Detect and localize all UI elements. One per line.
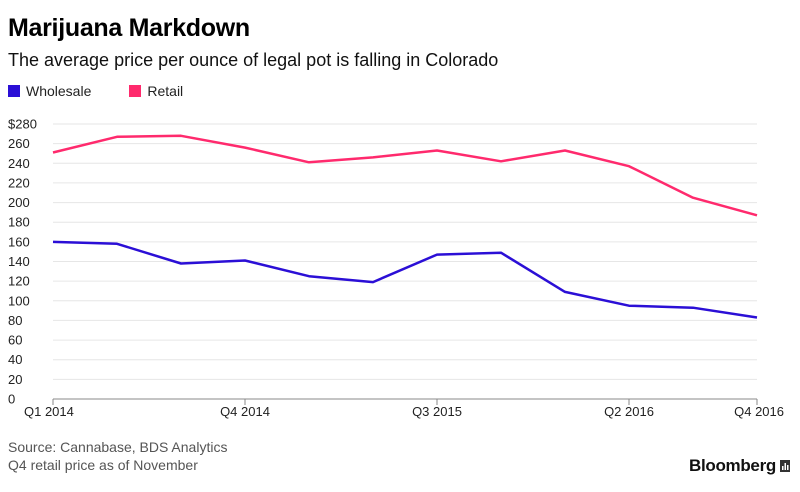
y-tick-label: 180 (8, 215, 30, 230)
legend-label-retail: Retail (147, 83, 184, 99)
series-line-wholesale (52, 240, 758, 319)
y-tick-label: 220 (8, 175, 30, 190)
x-tick-label: Q1 2014 (24, 404, 74, 419)
y-tick-label: 100 (8, 293, 30, 308)
y-axis-tick-labels: 0 20 40 60 80 100 120 140 160 180 200 220 240 260 $280 (8, 117, 37, 407)
chart-icon (780, 460, 790, 472)
series-line-retail (52, 134, 758, 217)
series-lines (52, 134, 758, 319)
legend-item-retail: Retail (129, 83, 183, 99)
legend-swatch-wholesale (8, 85, 20, 97)
y-tick-label: 140 (8, 254, 30, 269)
x-tick-label: Q4 2014 (220, 404, 270, 419)
y-tick-label: 160 (8, 234, 30, 249)
x-tick-label: Q3 2015 (412, 404, 462, 419)
y-tick-label: 0 (8, 392, 15, 407)
legend-item-wholesale: Wholesale (8, 83, 91, 99)
y-tick-label: $280 (8, 117, 37, 132)
legend-label-wholesale: Wholesale (26, 83, 92, 99)
legend: Wholesale Retail (8, 82, 221, 100)
y-tick-label: 200 (8, 195, 30, 210)
chart-title: Marijuana Markdown (8, 14, 250, 42)
x-tick-label: Q2 2016 (604, 404, 654, 419)
y-tick-label: 20 (8, 372, 22, 387)
y-tick-label: 60 (8, 333, 22, 348)
chart-subtitle: The average price per ounce of legal pot… (8, 50, 499, 70)
y-tick-label: 120 (8, 274, 30, 289)
grid-lines (53, 123, 757, 400)
source-note: Source: Cannabase, BDS Analytics (8, 439, 228, 455)
footnote: Q4 retail price as of November (8, 457, 198, 473)
y-tick-label: 40 (8, 352, 22, 367)
brand-name: Bloomberg (688, 456, 776, 475)
footer: Source: Cannabase, BDS Analytics Q4 reta… (8, 438, 227, 474)
legend-swatch-retail (129, 85, 142, 97)
bloomberg-logo: Bloomberg (689, 456, 790, 476)
y-tick-label: 240 (8, 156, 30, 171)
x-tick-label: Q4 2016 (734, 404, 784, 419)
y-tick-label: 80 (8, 313, 22, 328)
x-axis: Q1 2014 Q4 2014 Q3 2015 Q2 2016 Q4 2016 (24, 399, 784, 419)
y-tick-label: 260 (8, 136, 30, 151)
